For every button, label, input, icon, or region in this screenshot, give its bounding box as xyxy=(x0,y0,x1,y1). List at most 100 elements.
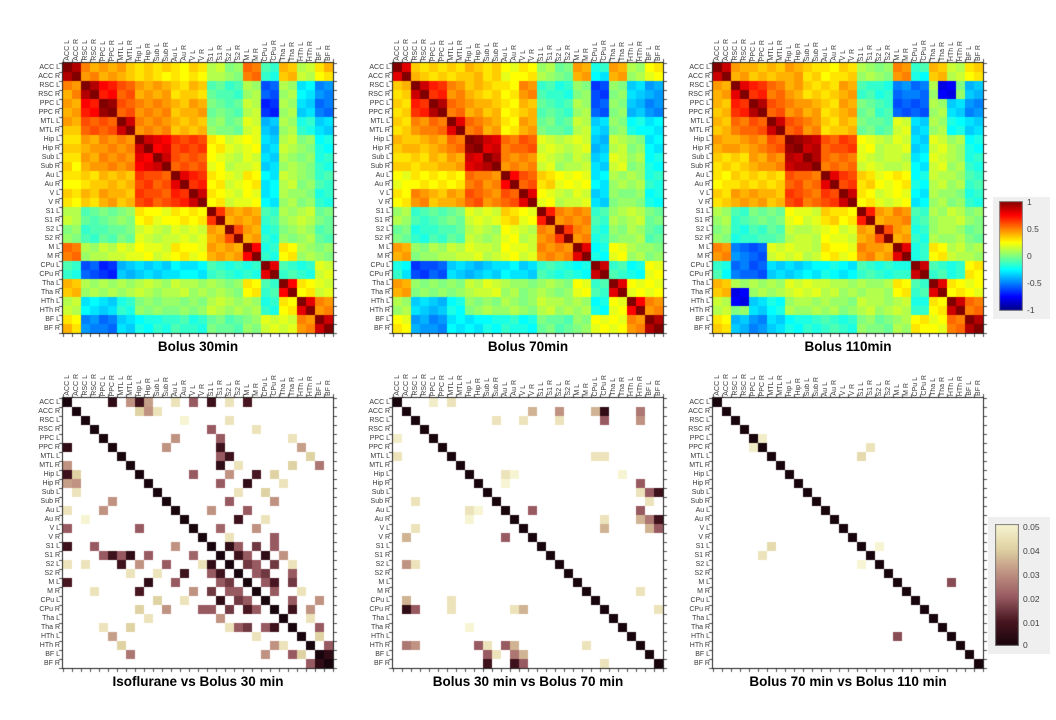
x-axis-label: V L xyxy=(190,385,197,396)
y-axis-label: CPu R xyxy=(369,606,390,613)
x-axis-label: BF L xyxy=(316,46,323,61)
x-axis-label: CPu R xyxy=(271,375,278,396)
x-axis-label: Au L xyxy=(502,46,509,61)
y-axis-label: Au L xyxy=(375,172,390,179)
heatmap-bolus-30min xyxy=(57,57,339,339)
y-axis-label: ACC L xyxy=(369,64,390,71)
x-axis-label: CPu L xyxy=(912,41,919,61)
y-axis-label: Hip R xyxy=(372,145,390,152)
x-axis-label: BF R xyxy=(975,380,982,396)
x-axis-label: CPu L xyxy=(592,41,599,61)
x-axis-label: Au L xyxy=(822,381,829,396)
y-axis-label: ACC L xyxy=(689,399,710,406)
x-axis-label: HTh L xyxy=(298,376,305,396)
y-axis-label: MTL L xyxy=(370,118,390,125)
y-axis-label: BF L xyxy=(375,651,390,658)
x-axis-label: V R xyxy=(199,49,206,61)
y-axis-label: S2 R xyxy=(44,570,60,577)
y-axis-label: CPu L xyxy=(40,262,60,269)
panel-title: Bolus 70min xyxy=(487,339,569,354)
x-axis-label: HTh L xyxy=(298,41,305,61)
y-axis-label: PPC L xyxy=(369,100,390,107)
x-axis-label: ACC L xyxy=(714,375,721,396)
colorbar-difference-gradient xyxy=(995,524,1019,646)
y-axis-label: HTh R xyxy=(39,642,60,649)
y-axis-label: Tha L xyxy=(692,280,710,287)
y-axis-label: CPu R xyxy=(689,606,710,613)
x-axis-label: RSC L xyxy=(412,40,419,61)
y-axis-label: Hip L xyxy=(693,471,710,478)
x-axis-label: BF L xyxy=(646,381,653,396)
y-axis-label: HTh L xyxy=(40,298,60,305)
colorbar-correlation-gradient xyxy=(999,201,1023,311)
x-axis-label: Sub L xyxy=(804,377,811,396)
y-axis-label: Au L xyxy=(695,507,710,514)
y-axis-label: Hip R xyxy=(692,480,710,487)
y-axis-label: Hip L xyxy=(373,471,390,478)
y-axis-label: Hip R xyxy=(42,145,60,152)
x-axis-label: Tha L xyxy=(610,43,617,61)
y-axis-label: BF R xyxy=(44,325,60,332)
y-axis-label: MTL R xyxy=(369,462,390,469)
y-axis-label: V L xyxy=(699,525,710,532)
heatmap-bolus-110min xyxy=(707,57,989,339)
y-axis-label: RSC R xyxy=(38,91,60,98)
heatmap-bolus-30min-vs-70min xyxy=(387,392,669,674)
x-axis-label: S1 L xyxy=(858,46,865,61)
x-axis-label: PPC R xyxy=(109,374,116,396)
y-axis-label: ACC R xyxy=(38,73,60,80)
x-axis-label: S2 R xyxy=(235,380,242,396)
y-axis-label: V L xyxy=(379,525,390,532)
y-axis-label: S2 R xyxy=(694,570,710,577)
panel-isoflurane-vs-bolus-30min: Isoflurane vs Bolus 30 min ACC L ACC L ACC… xyxy=(38,374,339,689)
y-axis-label: S1 L xyxy=(45,208,60,215)
x-axis-label: BF L xyxy=(966,381,973,396)
y-axis-label: M R xyxy=(47,588,60,595)
x-axis-label: Hip R xyxy=(145,43,152,61)
y-axis-label: Au R xyxy=(374,181,390,188)
x-axis-label: S1 L xyxy=(208,46,215,61)
x-axis-label: M R xyxy=(253,48,260,61)
x-axis-label: ACC R xyxy=(723,374,730,396)
y-axis-label: PPC R xyxy=(688,109,710,116)
x-axis-label: Tha R xyxy=(619,376,626,396)
y-axis-label: Au L xyxy=(45,507,60,514)
y-axis-label: HTh R xyxy=(689,307,710,314)
x-axis-label: ACC L xyxy=(64,40,71,61)
y-axis-label: Tha L xyxy=(372,280,390,287)
y-axis-label: S2 R xyxy=(374,570,390,577)
x-axis-label: S1 R xyxy=(217,45,224,61)
x-axis-label: Sub L xyxy=(484,42,491,61)
x-axis-label: V L xyxy=(190,50,197,61)
x-axis-label: HTh L xyxy=(628,376,635,396)
x-axis-label: MTL L xyxy=(448,376,455,396)
x-axis-label: S1 R xyxy=(867,45,874,61)
x-axis-label: V R xyxy=(849,384,856,396)
y-axis-label: V L xyxy=(49,525,60,532)
colorbar-tick: 1 xyxy=(1027,197,1032,207)
y-axis-label: CPu L xyxy=(370,262,390,269)
y-axis-label: MTL R xyxy=(39,127,60,134)
x-axis-label: Au R xyxy=(511,45,518,61)
y-axis-label: RSC L xyxy=(689,417,710,424)
y-axis-label: S1 L xyxy=(375,208,390,215)
y-axis-label: Tha R xyxy=(370,624,390,631)
y-axis-label: CPu R xyxy=(39,271,60,278)
x-axis-label: Sub R xyxy=(163,41,170,61)
x-axis-label: S1 L xyxy=(208,381,215,396)
y-axis-label: Sub R xyxy=(40,498,60,505)
x-axis-label: RSC L xyxy=(732,375,739,396)
x-axis-label: BF R xyxy=(655,380,662,396)
x-axis-label: RSC L xyxy=(82,375,89,396)
y-axis-label: RSC L xyxy=(39,82,60,89)
panel-title: Bolus 110min xyxy=(804,339,892,354)
y-axis-label: RSC L xyxy=(689,82,710,89)
x-axis-label: V R xyxy=(529,384,536,396)
x-axis-label: Hip R xyxy=(475,43,482,61)
y-axis-label: S2 L xyxy=(375,226,390,233)
x-axis-label: CPu L xyxy=(262,41,269,61)
heatmap-bolus-70min-vs-110min xyxy=(707,392,989,674)
x-axis-label: ACC R xyxy=(73,374,80,396)
x-axis-label: V L xyxy=(840,50,847,61)
